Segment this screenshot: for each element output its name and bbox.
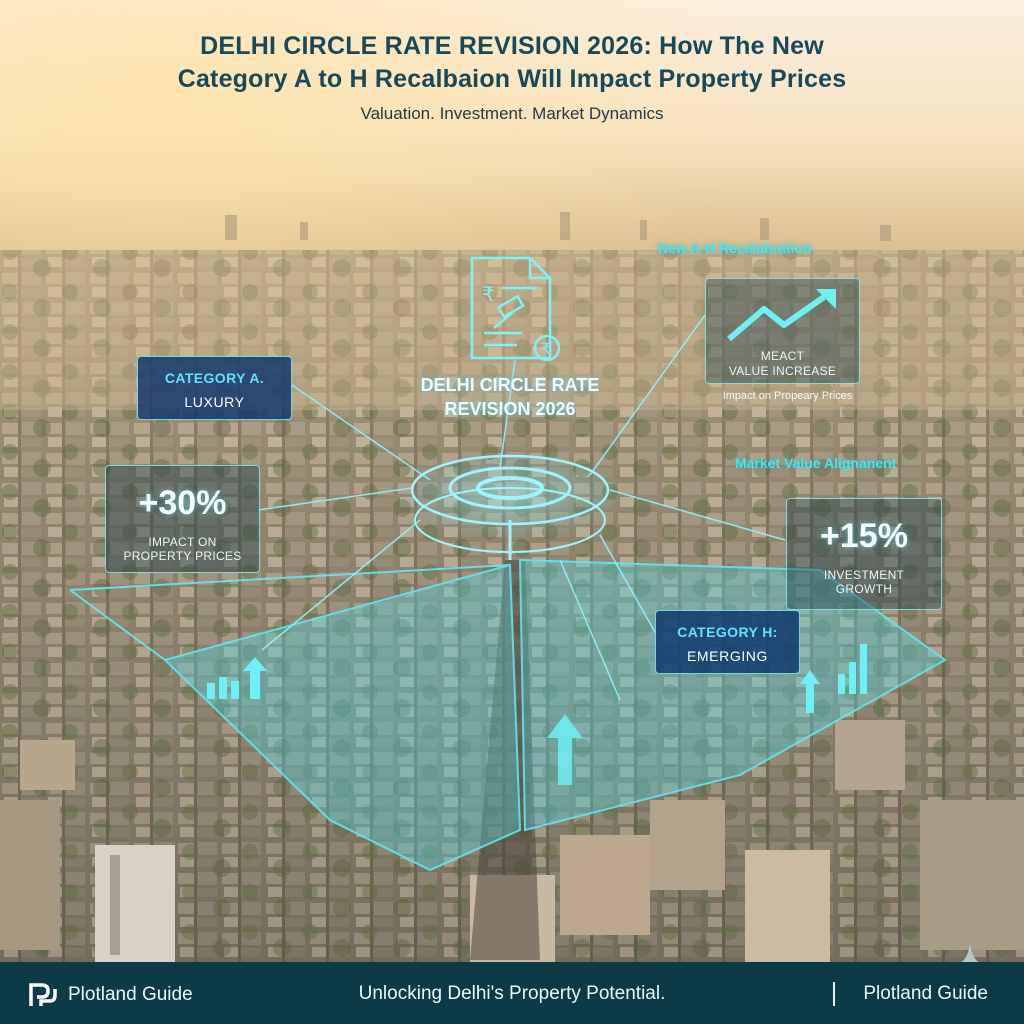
footer-tagline: Unlocking Delhi's Property Potential. bbox=[358, 983, 666, 1004]
investment-right-panel: +15% INVESTMENT GROWTH bbox=[786, 498, 942, 610]
investment-right-label-1: INVESTMENT bbox=[823, 568, 905, 582]
bar-chart-icon bbox=[800, 644, 867, 713]
page-subtitle: Valuation. Investment. Market Dynamics bbox=[360, 104, 664, 123]
value-increase-panel: MEACT VALUE INCREASE bbox=[705, 278, 860, 384]
impact-left-panel: +30% IMPACT ON PROPERTY PRICES bbox=[105, 465, 260, 573]
arrow-up-icon bbox=[547, 714, 583, 785]
impact-left-value: +30% bbox=[138, 484, 227, 522]
svg-text:₹: ₹ bbox=[482, 282, 495, 306]
footer-divider bbox=[833, 982, 835, 1006]
page-title-line-1: DELHI CIRCLE RATE REVISION 2026: How The… bbox=[200, 32, 824, 60]
bar-chart-icon bbox=[207, 657, 267, 699]
footer-brand-left: Plotland Guide bbox=[28, 982, 193, 1008]
value-increase-label-1: MEACT bbox=[760, 349, 805, 363]
category-h-subtitle: EMERGING bbox=[686, 648, 769, 664]
category-h-title: CATEGORY H: bbox=[677, 624, 778, 640]
impact-left-label-1: IMPACT ON bbox=[148, 535, 217, 549]
investment-right-value: +15% bbox=[820, 517, 908, 555]
category-a-panel: CATEGORY A. LUXURY bbox=[137, 356, 292, 420]
trend-up-icon bbox=[727, 289, 836, 342]
footer-bar: Plotland Guide Unlocking Delhi's Propert… bbox=[0, 962, 1024, 1024]
center-title: DELHI CIRCLE RATE REVISION 2026 bbox=[380, 373, 640, 421]
category-h-panel: CATEGORY H: EMERGING bbox=[655, 610, 800, 674]
footer-brand-left-text: Plotland Guide bbox=[68, 984, 193, 1005]
document-rupee-gavel-icon: ₹ ₹ bbox=[470, 256, 561, 362]
impact-caption: Impact on Propeary Prices bbox=[722, 390, 853, 402]
market-value-label: Market Value Alignanent bbox=[735, 455, 897, 471]
header: DELHI CIRCLE RATE REVISION 2026: How The… bbox=[0, 30, 1024, 124]
center-title-line-2: REVISION 2026 bbox=[444, 399, 576, 419]
center-title-line-1: DELHI CIRCLE RATE bbox=[420, 375, 600, 395]
svg-text:₹: ₹ bbox=[541, 340, 551, 358]
investment-right-label-2: GROWTH bbox=[835, 582, 893, 596]
category-a-title: CATEGORY A. bbox=[164, 370, 265, 386]
footer-brand-right: Plotland Guide bbox=[863, 983, 988, 1004]
plotland-logo-icon bbox=[29, 983, 57, 1006]
page-title-line-2: Category A to H Recalbaion Will Impact P… bbox=[177, 65, 847, 93]
impact-left-label-2: PROPERTY PRICES bbox=[123, 549, 242, 563]
recalibration-label: New A-H Recalabration bbox=[658, 240, 812, 256]
category-a-subtitle: LUXURY bbox=[184, 394, 245, 410]
value-increase-label-2: VALUE INCREASE bbox=[728, 364, 837, 378]
